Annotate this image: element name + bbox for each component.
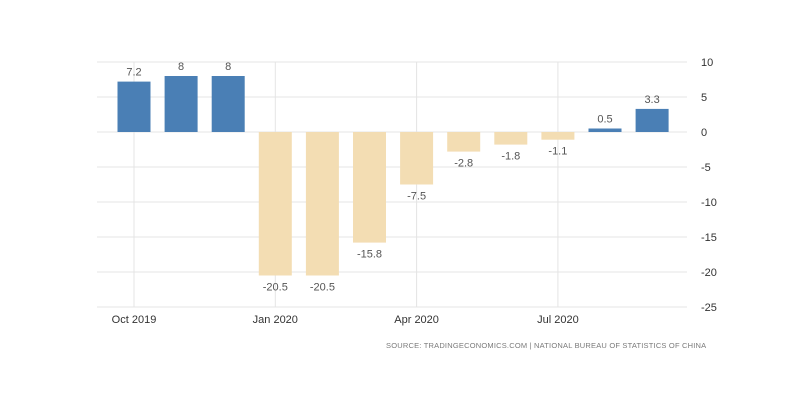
bar [588, 128, 622, 132]
data-label: 0.5 [597, 114, 612, 126]
y-tick-label: 10 [701, 57, 713, 69]
y-tick-label: -10 [701, 197, 717, 209]
data-label: 8 [178, 61, 184, 73]
bar [400, 132, 434, 185]
x-tick-label: Jan 2020 [253, 314, 298, 326]
data-label: -2.8 [454, 158, 473, 170]
bar [117, 81, 151, 132]
bar [494, 132, 528, 145]
data-label: -15.8 [357, 249, 382, 261]
bar [635, 108, 669, 132]
y-tick-label: -15 [701, 232, 717, 244]
x-tick-label: Jul 2020 [537, 314, 579, 326]
bar [211, 76, 245, 132]
y-tick-label: -5 [701, 162, 711, 174]
bar [447, 132, 481, 152]
data-label: 7.2 [126, 67, 141, 79]
data-label: -7.5 [407, 191, 426, 203]
bar [353, 132, 386, 243]
data-label: 3.3 [644, 94, 659, 106]
bar [305, 132, 339, 276]
bar [164, 76, 198, 132]
data-label: -1.8 [501, 151, 520, 163]
x-tick-label: Apr 2020 [394, 314, 439, 326]
y-tick-label: -20 [701, 267, 717, 279]
data-label: -1.1 [548, 146, 567, 158]
data-label: 8 [225, 61, 231, 73]
data-label: -20.5 [263, 282, 288, 294]
y-tick-label: 0 [701, 127, 707, 139]
source-note: SOURCE: TRADINGECONOMICS.COM | NATIONAL … [386, 341, 707, 350]
bar [258, 132, 292, 276]
bar [541, 132, 575, 140]
y-tick-label: -25 [701, 302, 717, 314]
y-tick-label: 5 [701, 92, 707, 104]
x-tick-label: Oct 2019 [112, 314, 157, 326]
data-label: -20.5 [310, 282, 335, 294]
